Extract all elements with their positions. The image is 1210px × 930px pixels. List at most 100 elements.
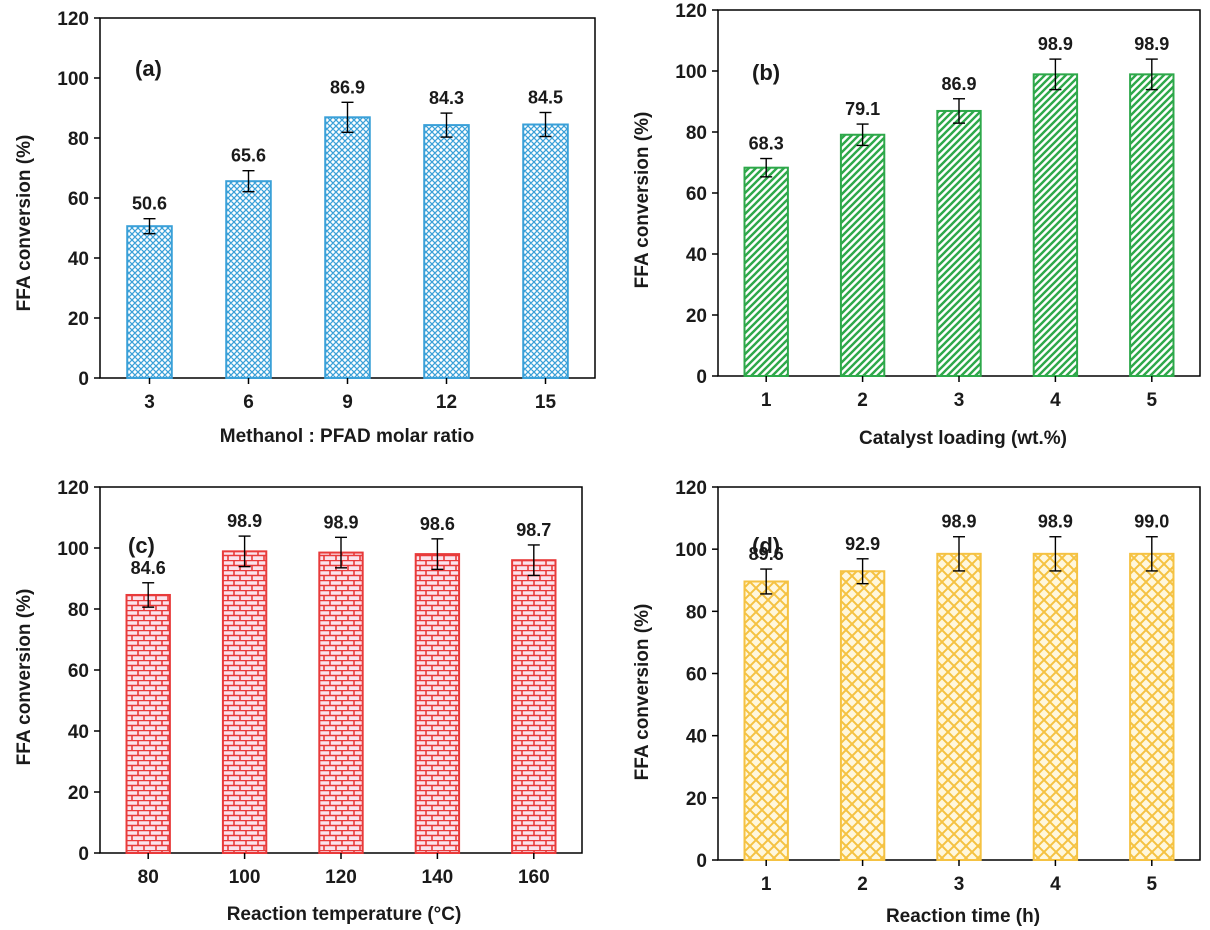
bar (839, 133, 886, 377)
x-tick-label: 1 (761, 874, 772, 895)
bar (1032, 552, 1079, 861)
x-axis-label: Reaction time (h) (886, 906, 1040, 927)
y-tick-label: 20 (68, 783, 89, 804)
y-tick-label: 40 (68, 722, 89, 743)
x-tick-label: 4 (1050, 390, 1061, 411)
data-label: 98.9 (227, 511, 262, 531)
x-tick-label: 1 (761, 390, 772, 411)
x-tick-label: 4 (1050, 874, 1061, 895)
bar (221, 550, 268, 854)
data-label: 68.3 (749, 134, 784, 154)
y-axis-label: FFA conversion (%) (632, 604, 653, 781)
data-label: 98.9 (941, 512, 976, 532)
y-tick-label: 40 (68, 249, 89, 270)
y-tick-label: 40 (686, 245, 707, 266)
panel-label: (d) (752, 533, 780, 558)
bar (936, 552, 982, 861)
data-label: 89.6 (749, 544, 784, 564)
data-label: 92.9 (845, 534, 880, 554)
x-tick-label: 15 (535, 392, 557, 413)
y-axis-label: FFA conversion (%) (14, 589, 35, 766)
x-tick-label: 3 (954, 390, 965, 411)
x-tick-label: 80 (138, 867, 159, 888)
bar (1032, 73, 1079, 377)
y-tick-label: 0 (696, 851, 707, 872)
x-tick-label: 12 (436, 392, 457, 413)
panel-label: (a) (135, 56, 162, 81)
y-tick-label: 80 (68, 129, 89, 150)
data-label: 84.3 (429, 88, 464, 108)
panel-label: (b) (752, 60, 780, 85)
y-tick-label: 0 (696, 367, 707, 388)
data-label: 98.6 (420, 514, 455, 534)
data-label: 98.9 (1134, 34, 1169, 54)
y-tick-label: 120 (675, 1, 707, 22)
y-tick-label: 120 (57, 478, 89, 499)
x-axis-label: Catalyst loading (wt.%) (859, 428, 1067, 449)
bar (1129, 73, 1175, 377)
bar (936, 109, 982, 378)
x-axis-label: Reaction temperature (°C) (227, 904, 462, 925)
bar (522, 123, 569, 379)
x-tick-label: 140 (422, 867, 454, 888)
y-tick-label: 20 (686, 789, 707, 810)
data-label: 86.9 (941, 74, 976, 94)
x-tick-label: 160 (518, 867, 550, 888)
x-tick-label: 3 (954, 874, 965, 895)
data-label: 86.9 (330, 77, 365, 97)
x-tick-label: 120 (325, 867, 357, 888)
data-label: 98.7 (516, 520, 551, 540)
x-tick-label: 3 (144, 392, 155, 413)
y-tick-label: 80 (68, 600, 89, 621)
x-axis-label: Methanol : PFAD molar ratio (220, 426, 474, 447)
y-tick-label: 60 (686, 665, 707, 686)
panel-label: (c) (128, 533, 155, 558)
data-label: 98.9 (1038, 34, 1073, 54)
bar (324, 116, 371, 380)
y-tick-label: 100 (57, 539, 89, 560)
y-tick-label: 60 (686, 184, 707, 205)
bar (839, 570, 886, 861)
panel-d: (d) FFA conversion (%) Reaction time (h)… (632, 478, 1201, 927)
y-tick-label: 20 (686, 306, 707, 327)
y-tick-label: 120 (675, 478, 707, 499)
bar (225, 180, 272, 379)
y-tick-label: 120 (57, 9, 89, 30)
bar (423, 124, 470, 379)
y-tick-label: 80 (686, 123, 707, 144)
y-tick-label: 60 (68, 661, 89, 682)
data-label: 79.1 (845, 99, 880, 119)
bar (743, 166, 789, 377)
data-label: 98.9 (1038, 512, 1073, 532)
panel-c: (c) FFA conversion (%) Reaction temperat… (14, 478, 583, 925)
y-tick-label: 100 (57, 69, 89, 90)
panel-b: (b) FFA conversion (%) Catalyst loading … (632, 1, 1201, 449)
x-tick-label: 9 (342, 392, 353, 413)
x-tick-label: 5 (1147, 390, 1158, 411)
bar (414, 553, 461, 854)
x-tick-label: 2 (857, 874, 868, 895)
data-label: 84.6 (131, 558, 166, 578)
x-tick-label: 6 (243, 392, 254, 413)
x-tick-label: 2 (857, 390, 868, 411)
y-axis-label: FFA conversion (%) (14, 135, 35, 312)
bar (743, 580, 789, 861)
bar (125, 593, 171, 854)
data-label: 65.6 (231, 146, 266, 166)
data-label: 99.0 (1134, 512, 1169, 532)
data-label: 84.5 (528, 88, 563, 108)
panel-a: (a) FFA conversion (%) Methanol : PFAD m… (14, 9, 596, 447)
y-tick-label: 40 (686, 727, 707, 748)
bar (318, 551, 364, 854)
y-tick-label: 100 (675, 540, 707, 561)
y-tick-label: 100 (675, 62, 707, 83)
y-tick-label: 0 (78, 844, 89, 865)
x-tick-label: 5 (1147, 874, 1158, 895)
y-tick-label: 60 (68, 189, 89, 210)
bar (126, 225, 173, 379)
data-label: 50.6 (132, 194, 167, 214)
y-tick-label: 0 (78, 369, 89, 390)
y-axis-label: FFA conversion (%) (632, 112, 653, 289)
y-tick-label: 20 (68, 309, 89, 330)
